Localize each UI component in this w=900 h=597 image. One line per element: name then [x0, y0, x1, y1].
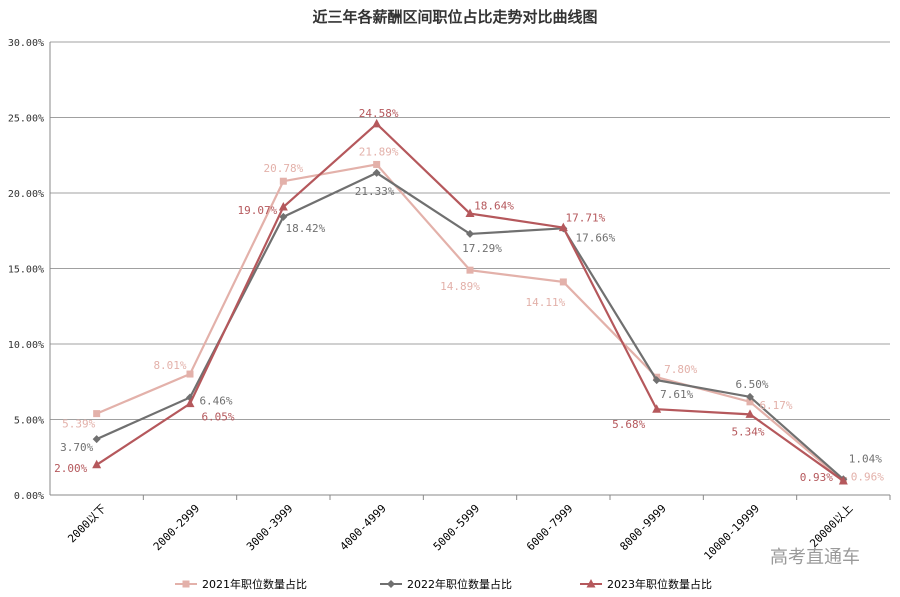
data-point-diamond	[746, 392, 754, 401]
chart-title: 近三年各薪酬区间职位占比走势对比曲线图	[312, 8, 597, 26]
data-point-square	[373, 160, 381, 168]
data-label: 6.17%	[759, 399, 792, 412]
data-point-square	[466, 266, 474, 274]
data-label: 8.01%	[153, 359, 186, 372]
y-tick-label: 0.00%	[14, 491, 44, 502]
data-label: 0.93%	[800, 471, 833, 484]
data-point-triangle	[92, 459, 102, 469]
data-point-diamond	[92, 435, 101, 444]
y-tick-label: 20.00%	[8, 189, 44, 200]
data-point-square	[746, 398, 754, 406]
legend-label: 2023年职位数量占比	[607, 577, 712, 591]
watermark: 高考直通车	[770, 547, 860, 568]
data-label: 0.96%	[851, 471, 884, 484]
data-point-diamond	[279, 212, 288, 221]
data-point-square	[279, 177, 287, 185]
legend-label: 2021年职位数量占比	[202, 577, 307, 591]
data-label: 21.33%	[355, 185, 395, 198]
y-tick-label: 25.00%	[8, 114, 44, 125]
data-label: 6.50%	[735, 378, 768, 391]
y-tick-label: 15.00%	[8, 265, 44, 276]
data-point-triangle	[586, 579, 596, 588]
data-point-triangle	[372, 118, 382, 128]
data-label: 5.34%	[731, 425, 764, 438]
y-tick-label: 10.00%	[8, 340, 44, 351]
data-label: 21.89%	[359, 145, 399, 158]
x-tick-label: 10000-19999	[701, 502, 762, 563]
data-point-diamond	[466, 229, 474, 238]
data-point-triangle	[558, 222, 568, 232]
data-label: 17.29%	[462, 242, 502, 255]
data-point-diamond	[387, 580, 395, 588]
data-label: 7.80%	[664, 363, 697, 376]
data-point-triangle	[278, 202, 288, 211]
data-point-square	[182, 580, 190, 588]
data-point-triangle	[745, 409, 755, 418]
x-tick-label: 2000以下	[65, 502, 108, 545]
data-point-triangle	[465, 208, 475, 218]
data-point-diamond	[652, 376, 661, 385]
data-point-triangle	[652, 404, 662, 413]
x-tick-label: 8000-9999	[617, 502, 668, 553]
data-point-triangle	[838, 475, 848, 485]
data-label: 7.61%	[660, 388, 693, 401]
data-label: 18.64%	[474, 200, 514, 213]
y-tick-label: 30.00%	[8, 38, 44, 49]
data-label: 5.39%	[62, 418, 95, 431]
data-label: 18.42%	[285, 222, 325, 235]
data-label: 17.66%	[575, 231, 615, 244]
data-label: 5.68%	[612, 418, 645, 431]
data-label: 14.89%	[440, 280, 480, 293]
x-tick-label: 2000-2999	[151, 502, 202, 553]
legend-label: 2022年职位数量占比	[407, 577, 512, 591]
data-point-diamond	[372, 168, 381, 177]
data-label: 24.58%	[359, 107, 399, 120]
y-tick-label: 5.00%	[14, 416, 44, 427]
data-point-square	[93, 410, 101, 418]
data-point-square	[559, 278, 567, 286]
x-tick-label: 3000-3999	[244, 502, 295, 553]
data-label: 1.04%	[849, 452, 882, 465]
data-label: 20.78%	[263, 162, 303, 175]
data-label: 3.70%	[60, 441, 93, 454]
data-label: 6.05%	[201, 411, 234, 424]
x-tick-label: 20000以上	[807, 502, 855, 550]
data-label: 6.46%	[199, 394, 232, 407]
x-tick-label: 5000-5999	[431, 502, 482, 553]
data-point-triangle	[185, 398, 195, 408]
x-tick-label: 4000-4999	[337, 502, 388, 553]
data-label: 17.71%	[565, 212, 605, 225]
data-label: 14.11%	[525, 296, 565, 309]
data-label: 2.00%	[54, 462, 87, 475]
x-tick-label: 6000-7999	[524, 502, 575, 553]
data-point-square	[186, 370, 194, 378]
data-label: 19.07%	[237, 204, 277, 217]
